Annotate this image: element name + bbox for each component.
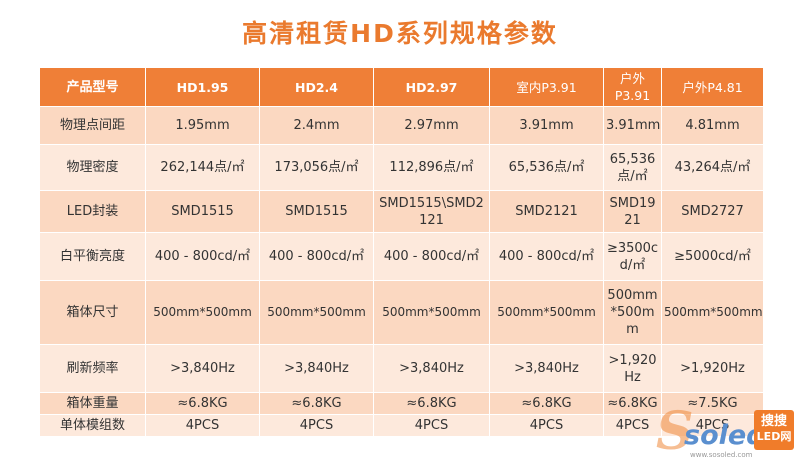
- table-cell: SMD1515: [145, 190, 260, 233]
- table-cell: 500mm*500mm: [661, 280, 764, 345]
- watermark-badge-line1: 搜搜: [760, 414, 787, 429]
- watermark-badge-line2: LED网: [756, 430, 792, 443]
- table-cell: >3,840Hz: [259, 344, 374, 393]
- watermark-url: www.sosoled.com: [690, 451, 753, 459]
- row-label: 单体模组数: [39, 414, 146, 437]
- table-row: 物理点间距 1.95mm 2.4mm 2.97mm 3.91mm 3.91mm …: [39, 106, 764, 145]
- table-cell: ≈6.8KG: [489, 392, 604, 415]
- spec-table-container: 产品型号 HD1.95 HD2.4 HD2.97 室内P3.91 户外P3.91…: [39, 67, 764, 437]
- table-cell: 4PCS: [145, 414, 260, 437]
- row-label: LED封装: [39, 190, 146, 233]
- table-cell: 4PCS: [373, 414, 490, 437]
- page-title: 高清租赁HD系列规格参数: [242, 19, 558, 48]
- table-row: 刷新频率 >3,840Hz >3,840Hz >3,840Hz >3,840Hz…: [39, 344, 764, 393]
- table-cell: 65,536点/㎡: [603, 144, 662, 191]
- table-cell: 3.91mm: [603, 106, 662, 145]
- table-cell: 112,896点/㎡: [373, 144, 490, 191]
- row-label: 物理密度: [39, 144, 146, 191]
- table-cell: >3,840Hz: [489, 344, 604, 393]
- table-cell: 4.81mm: [661, 106, 764, 145]
- table-row: 白平衡亮度 400 - 800cd/㎡ 400 - 800cd/㎡ 400 - …: [39, 232, 764, 281]
- table-cell: SMD2121: [489, 190, 604, 233]
- watermark-badge: 搜搜 LED网: [754, 410, 794, 450]
- table-cell: ≈6.8KG: [259, 392, 374, 415]
- table-cell: 500mm*500mm: [489, 280, 604, 345]
- row-label: 箱体重量: [39, 392, 146, 415]
- column-header: 户外P4.81: [661, 67, 764, 107]
- table-cell: 65,536点/㎡: [489, 144, 604, 191]
- table-cell: 3.91mm: [489, 106, 604, 145]
- table-cell: 400 - 800cd/㎡: [259, 232, 374, 281]
- table-cell: ≈6.8KG: [373, 392, 490, 415]
- table-cell: 1.95mm: [145, 106, 260, 145]
- row-label: 刷新频率: [39, 344, 146, 393]
- table-cell: 2.97mm: [373, 106, 490, 145]
- table-cell: 173,056点/㎡: [259, 144, 374, 191]
- table-cell: ≈6.8KG: [145, 392, 260, 415]
- row-label: 白平衡亮度: [39, 232, 146, 281]
- table-cell: >1,920Hz: [661, 344, 764, 393]
- table-cell: >3,840Hz: [373, 344, 490, 393]
- row-label: 物理点间距: [39, 106, 146, 145]
- table-cell: ≈6.8KG: [603, 392, 662, 415]
- table-cell: 2.4mm: [259, 106, 374, 145]
- table-cell: 500mm*500mm: [259, 280, 374, 345]
- table-cell: 400 - 800cd/㎡: [145, 232, 260, 281]
- column-header: 室内P3.91: [489, 67, 604, 107]
- table-row: LED封装 SMD1515 SMD1515 SMD1515\SMD2121 SM…: [39, 190, 764, 233]
- watermark-logo: S soled 搜搜 LED网 www.sosoled.com: [656, 404, 794, 462]
- watermark-brand-text: soled: [684, 420, 766, 451]
- table-cell: 500mm*500mm: [145, 280, 260, 345]
- row-label: 箱体尺寸: [39, 280, 146, 345]
- table-cell: 4PCS: [661, 414, 764, 437]
- table-cell: >3,840Hz: [145, 344, 260, 393]
- table-cell: ≈7.5KG: [661, 392, 764, 415]
- table-cell: 4PCS: [259, 414, 374, 437]
- table-cell: SMD1515: [259, 190, 374, 233]
- table-row: 箱体尺寸 500mm*500mm 500mm*500mm 500mm*500mm…: [39, 280, 764, 345]
- table-cell: 400 - 800cd/㎡: [489, 232, 604, 281]
- table-cell: >1,920Hz: [603, 344, 662, 393]
- watermark-s-glyph: S: [656, 401, 694, 462]
- spec-table: 产品型号 HD1.95 HD2.4 HD2.97 室内P3.91 户外P3.91…: [39, 67, 764, 437]
- table-cell: 500mm*500mm: [373, 280, 490, 345]
- table-cell: ≥5000cd/㎡: [661, 232, 764, 281]
- column-header: 户外P3.91: [603, 67, 662, 107]
- table-cell: SMD2727: [661, 190, 764, 233]
- table-header-row: 产品型号 HD1.95 HD2.4 HD2.97 室内P3.91 户外P3.91…: [39, 67, 764, 107]
- table-cell: 43,264点/㎡: [661, 144, 764, 191]
- column-header: HD2.97: [373, 67, 490, 107]
- table-cell: ≥3500cd/㎡: [603, 232, 662, 281]
- table-cell: 500mm*500mm: [603, 280, 662, 345]
- table-row: 单体模组数 4PCS 4PCS 4PCS 4PCS 4PCS 4PCS: [39, 414, 764, 437]
- column-header: HD2.4: [259, 67, 374, 107]
- table-cell: 400 - 800cd/㎡: [373, 232, 490, 281]
- table-cell: 4PCS: [603, 414, 662, 437]
- column-header: 产品型号: [39, 67, 146, 107]
- table-cell: 4PCS: [489, 414, 604, 437]
- table-cell: SMD1921: [603, 190, 662, 233]
- table-cell: 262,144点/㎡: [145, 144, 260, 191]
- column-header: HD1.95: [145, 67, 260, 107]
- table-row: 箱体重量 ≈6.8KG ≈6.8KG ≈6.8KG ≈6.8KG ≈6.8KG …: [39, 392, 764, 415]
- table-cell: SMD1515\SMD2121: [373, 190, 490, 233]
- table-row: 物理密度 262,144点/㎡ 173,056点/㎡ 112,896点/㎡ 65…: [39, 144, 764, 191]
